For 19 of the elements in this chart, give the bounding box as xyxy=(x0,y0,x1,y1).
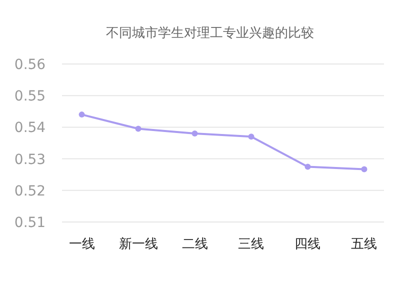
point xyxy=(361,166,368,172)
x-tick-label: 二线 xyxy=(182,237,208,252)
x-tick-label: 新一线 xyxy=(118,237,158,252)
point xyxy=(248,134,254,140)
point xyxy=(304,164,311,170)
chart-title: 不同城市学生对理工专业兴趣的比较 xyxy=(106,26,314,41)
y-tick-label: 0.55 xyxy=(14,88,46,105)
y-tick-label: 0.51 xyxy=(14,215,46,231)
y-tick-label: 0.52 xyxy=(14,183,46,200)
point xyxy=(135,126,142,132)
y-tick-label: 0.54 xyxy=(14,120,46,136)
point xyxy=(78,112,85,118)
point xyxy=(192,130,198,137)
y-tick-label: 0.56 xyxy=(14,57,46,73)
y-tick-label: 0.53 xyxy=(14,152,46,168)
x-tick-label: 三线 xyxy=(238,237,264,252)
x-tick-label: 五线 xyxy=(351,237,378,252)
x-tick-label: 四线 xyxy=(294,237,321,252)
x-tick-label: 一线 xyxy=(68,237,95,252)
